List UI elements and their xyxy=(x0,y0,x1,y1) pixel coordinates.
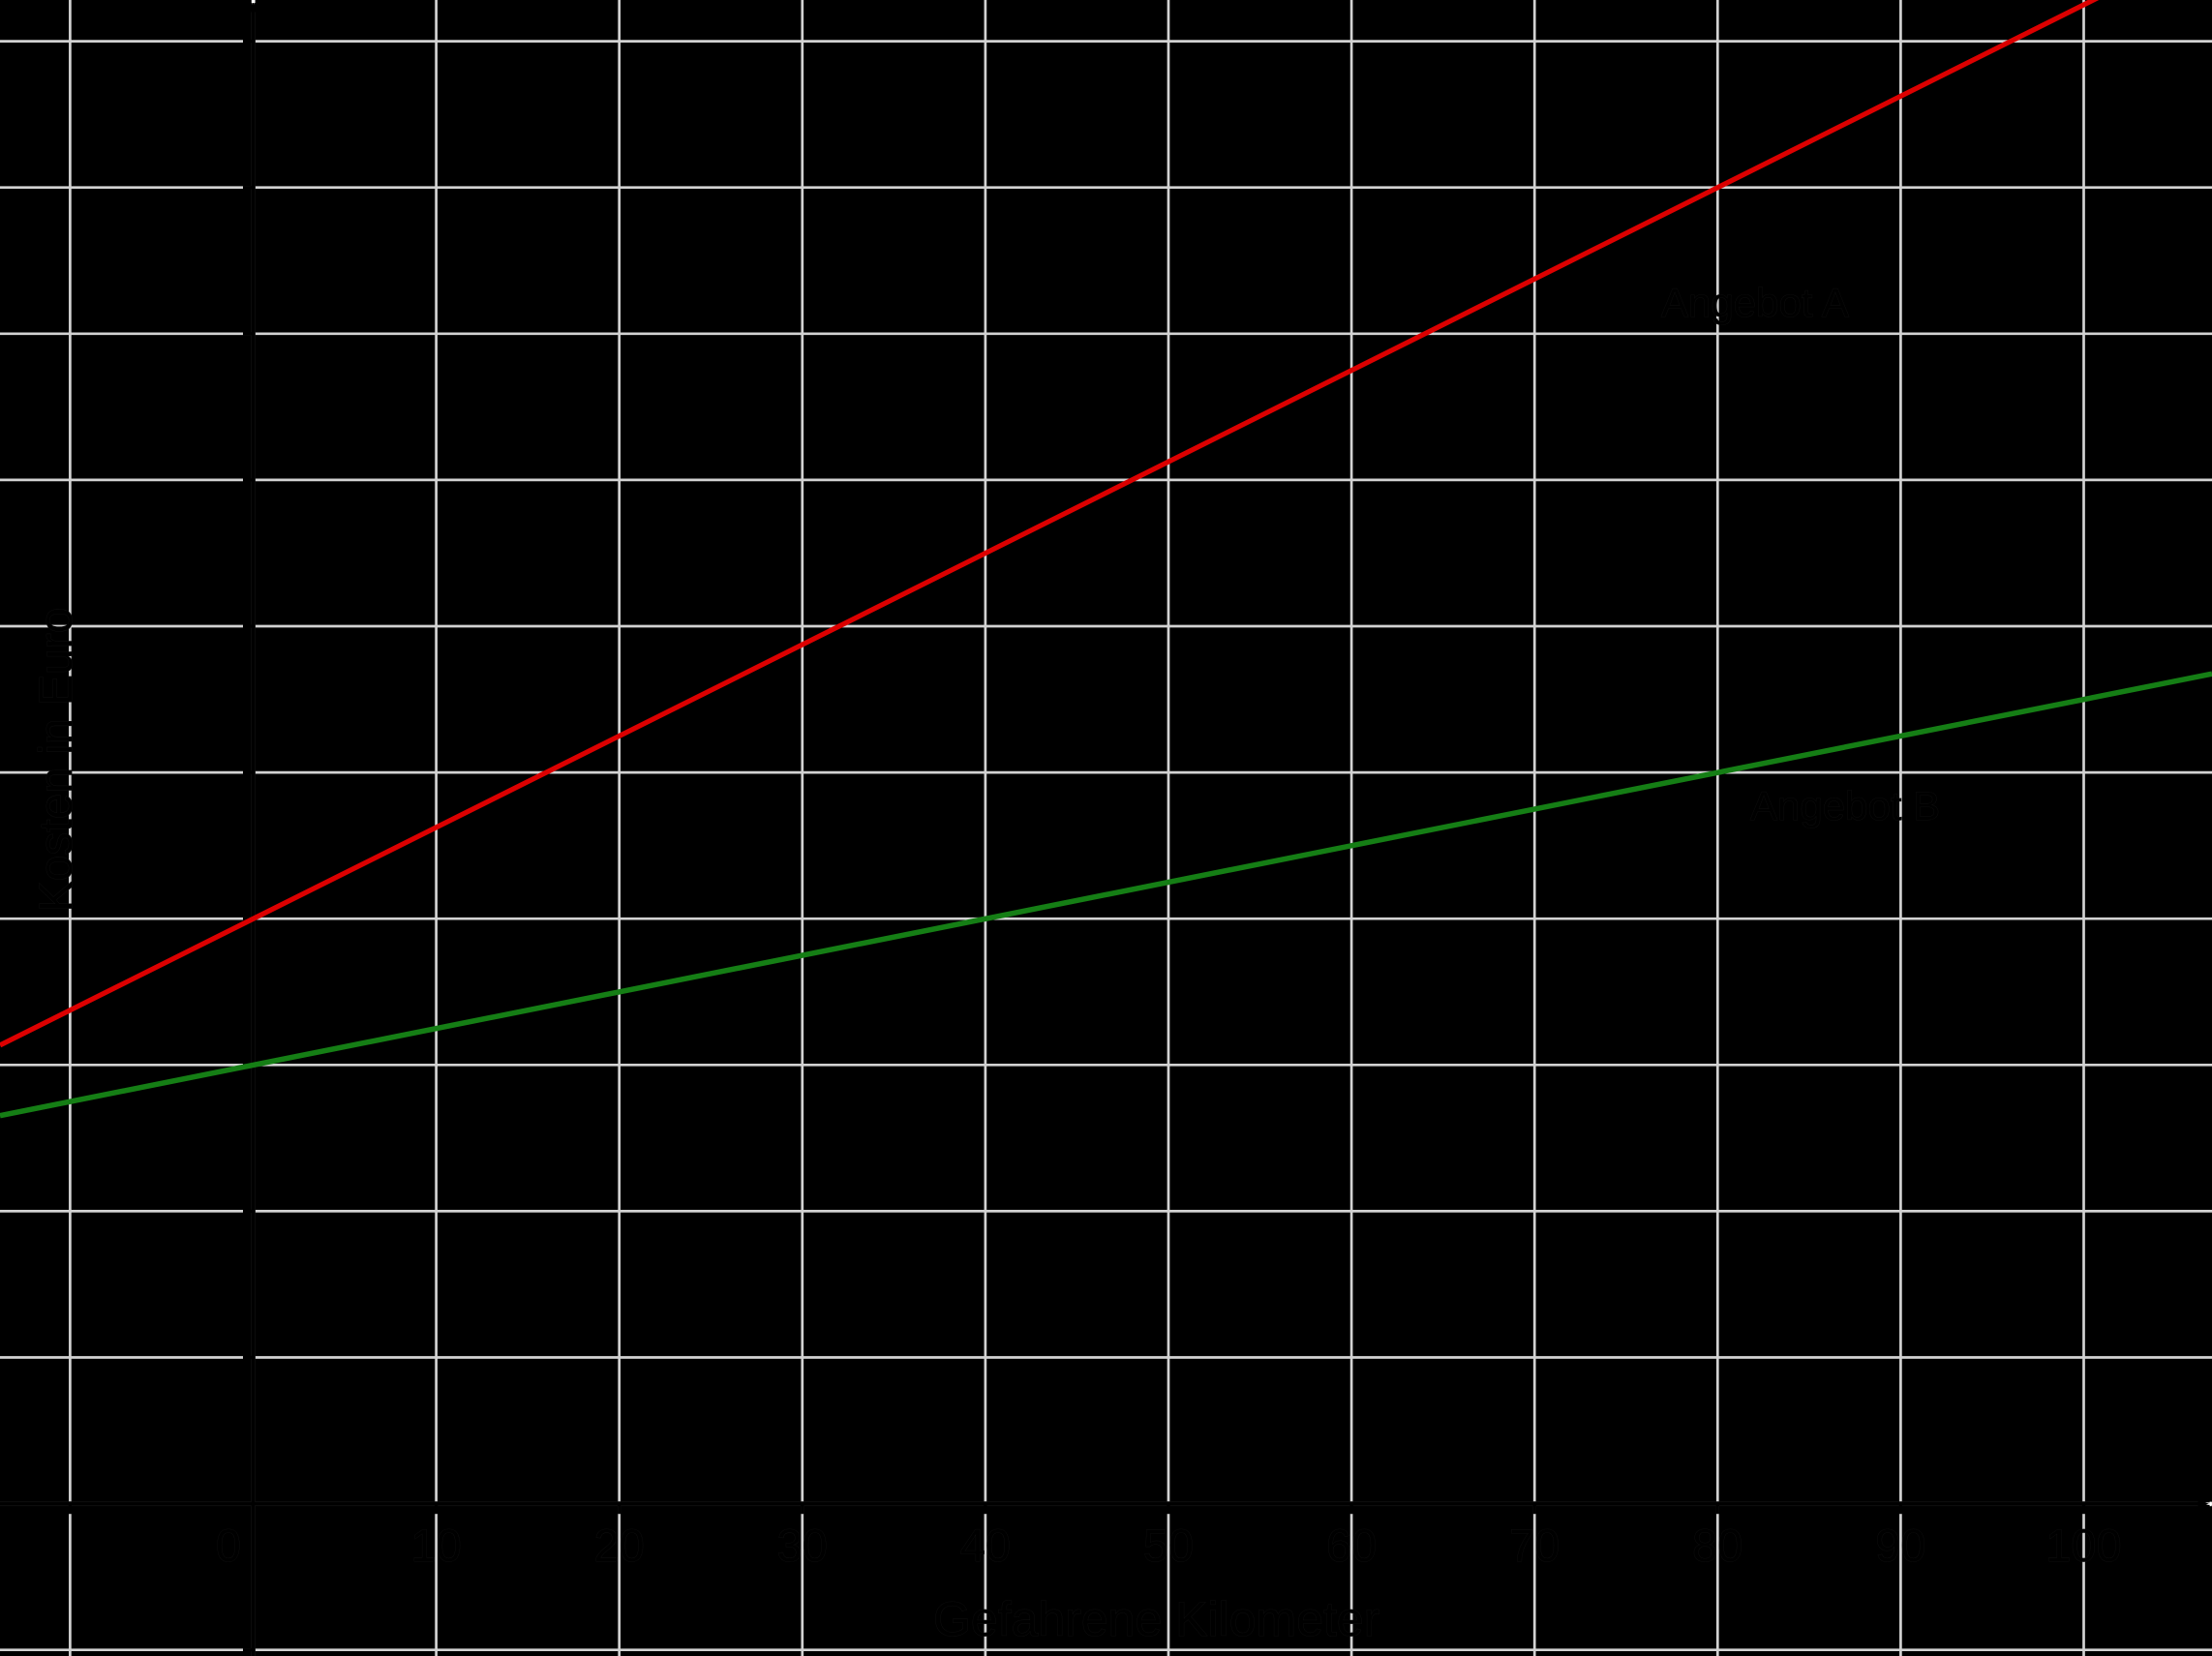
axis-end-white-speck xyxy=(2209,1501,2212,1507)
x-tick-label: 80 xyxy=(1692,1520,1742,1571)
x-tick-label: 40 xyxy=(960,1520,1011,1571)
x-tick-label: 30 xyxy=(777,1520,828,1571)
line-annotation-b: Angebot B xyxy=(1750,783,1940,828)
y-axis-title: Kosten in Euro xyxy=(31,608,82,913)
function-line-red xyxy=(0,0,2100,1048)
origin-label: 0 xyxy=(216,1520,241,1571)
x-tick-label: 20 xyxy=(594,1520,645,1571)
y-axis-arrowhead xyxy=(248,1,258,13)
line-annotation-a: Angebot A xyxy=(1661,280,1849,325)
x-tick-label: 90 xyxy=(1875,1520,1925,1571)
x-tick-label: 10 xyxy=(410,1520,461,1571)
function-line-green xyxy=(0,671,2212,1119)
x-tick-label: 60 xyxy=(1326,1520,1377,1571)
x-tick-label: 100 xyxy=(2045,1520,2121,1571)
x-axis-arrowhead xyxy=(2197,1498,2209,1509)
x-axis-title: Gefahrene Kilometer xyxy=(933,1592,1379,1646)
axis-end-white-speck xyxy=(251,0,256,3)
x-tick-label: 50 xyxy=(1143,1520,1194,1571)
x-tick-label: 70 xyxy=(1509,1520,1560,1571)
